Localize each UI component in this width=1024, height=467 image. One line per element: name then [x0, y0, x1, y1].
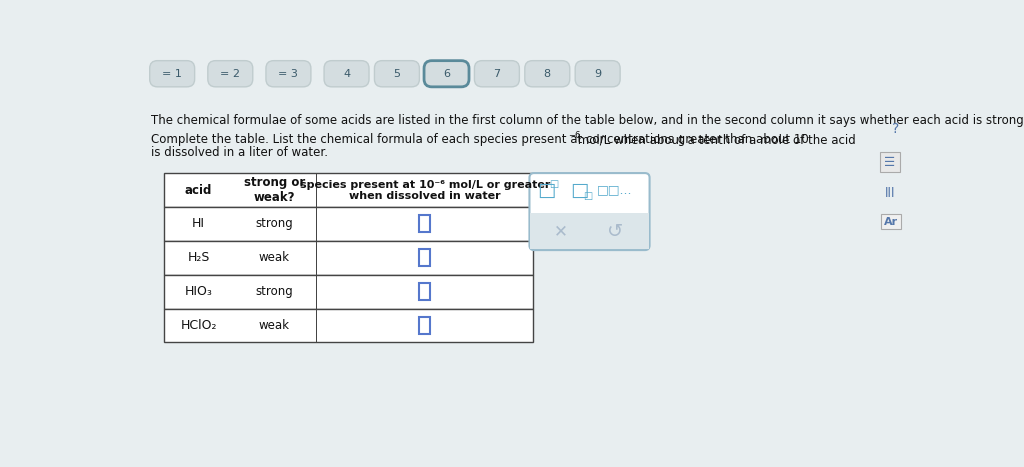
Text: lll: lll	[885, 187, 895, 199]
Text: ?: ?	[892, 122, 899, 136]
Text: = 1: = 1	[162, 69, 182, 79]
Bar	[420, 283, 430, 300]
Bar	[165, 275, 534, 309]
Text: ✕: ✕	[554, 223, 567, 241]
Text: when dissolved in water: when dissolved in water	[349, 191, 501, 201]
Bar	[420, 249, 430, 266]
Text: Ar: Ar	[884, 217, 898, 226]
Bar	[165, 241, 534, 275]
Text: 9: 9	[594, 69, 601, 79]
Text: 4: 4	[343, 69, 350, 79]
Text: □: □	[583, 191, 592, 201]
Text: 5: 5	[393, 69, 400, 79]
Text: strong: strong	[256, 218, 293, 230]
Text: acid: acid	[185, 184, 212, 197]
Text: □: □	[550, 179, 559, 189]
Bar	[165, 173, 534, 207]
Text: Complete the table. List the chemical formula of each species present at concent: Complete the table. List the chemical fo…	[152, 133, 809, 146]
Text: is dissolved in a liter of water.: is dissolved in a liter of water.	[152, 146, 329, 159]
Text: = 3: = 3	[279, 69, 298, 79]
Bar	[128, 56, 922, 92]
Text: HClO₂: HClO₂	[180, 319, 217, 332]
FancyBboxPatch shape	[524, 61, 569, 87]
Text: 6: 6	[443, 69, 450, 79]
Text: weak: weak	[259, 251, 290, 264]
Text: ☰: ☰	[884, 156, 895, 169]
Text: 7: 7	[494, 69, 501, 79]
Text: weak: weak	[259, 319, 290, 332]
Bar	[420, 317, 430, 334]
FancyBboxPatch shape	[150, 61, 195, 87]
Text: □: □	[570, 181, 589, 199]
Bar	[880, 152, 900, 172]
FancyBboxPatch shape	[324, 61, 369, 87]
Text: species present at 10⁻⁶ mol/L or greater: species present at 10⁻⁶ mol/L or greater	[300, 180, 550, 190]
Text: □□...: □□...	[597, 184, 633, 197]
FancyBboxPatch shape	[208, 61, 253, 87]
FancyBboxPatch shape	[474, 61, 519, 87]
Text: H₂S: H₂S	[187, 251, 210, 264]
FancyBboxPatch shape	[375, 61, 420, 87]
Text: □: □	[538, 181, 556, 199]
Bar	[530, 213, 649, 249]
FancyBboxPatch shape	[529, 173, 649, 250]
Text: HI: HI	[193, 218, 205, 230]
Bar	[420, 215, 430, 233]
Text: ↺: ↺	[606, 222, 623, 241]
Text: The chemical formulae of some acids are listed in the first column of the table : The chemical formulae of some acids are …	[152, 114, 1024, 127]
FancyBboxPatch shape	[424, 61, 469, 87]
Text: = 2: = 2	[220, 69, 241, 79]
Text: strong or
weak?: strong or weak?	[244, 176, 305, 204]
Bar	[881, 214, 901, 229]
Text: −6: −6	[567, 131, 580, 140]
Bar	[165, 207, 534, 241]
FancyBboxPatch shape	[266, 61, 311, 87]
Text: strong: strong	[256, 285, 293, 298]
Text: mol/L when about a tenth of a mole of the acid: mol/L when about a tenth of a mole of th…	[573, 133, 856, 146]
Text: HIO₃: HIO₃	[184, 285, 212, 298]
Text: 8: 8	[544, 69, 551, 79]
Bar	[165, 309, 534, 342]
FancyBboxPatch shape	[575, 61, 621, 87]
